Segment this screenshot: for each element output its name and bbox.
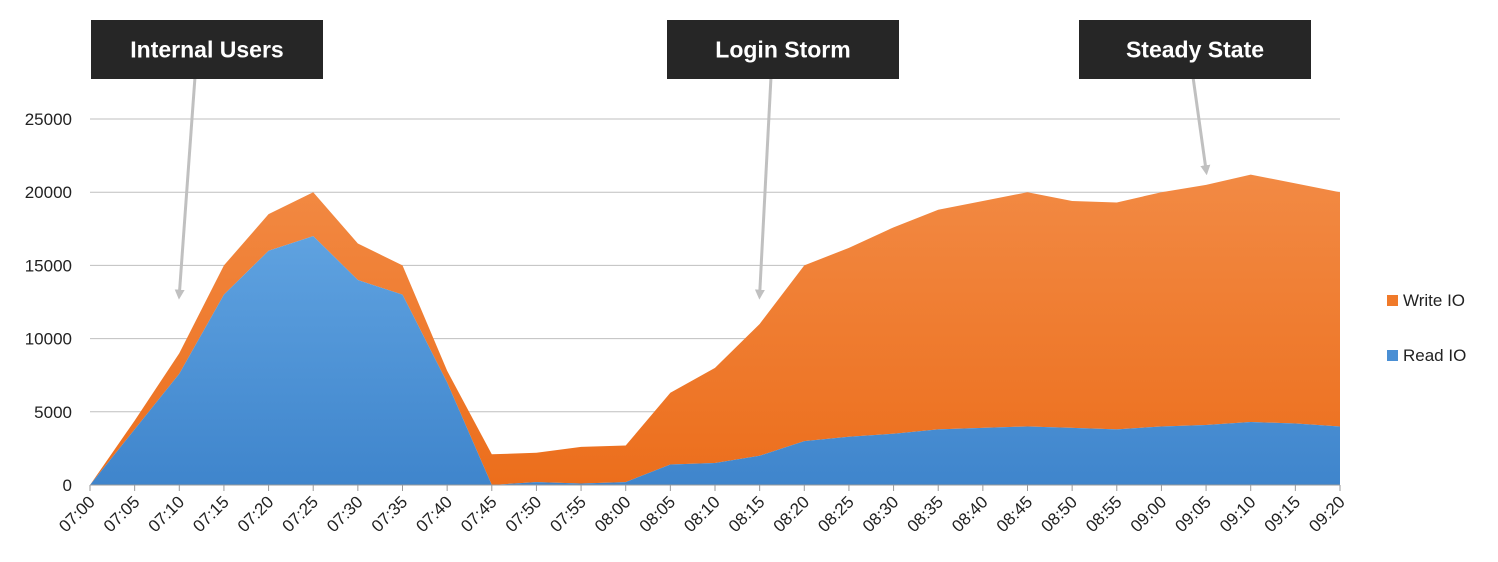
y-tick-label: 15000	[25, 256, 72, 275]
y-tick-labels: 0 5000 10000 15000 20000 25000	[25, 110, 72, 495]
x-tick-label: 08:05	[636, 492, 680, 536]
y-tick-label: 10000	[25, 330, 72, 349]
annotation-arrow	[1191, 76, 1211, 176]
x-tick-label: 07:40	[412, 492, 456, 536]
x-tick-label: 08:20	[770, 492, 814, 536]
legend: Write IO Read IO	[1387, 291, 1466, 365]
series-write-io-area	[90, 174, 1340, 485]
x-tick-label: 08:00	[591, 492, 635, 536]
legend-swatch	[1387, 350, 1398, 361]
legend-swatch	[1387, 295, 1398, 306]
x-tick-label: 08:50	[1037, 492, 1081, 536]
x-tick-label: 09:05	[1171, 492, 1215, 536]
x-tick-label: 07:10	[145, 492, 189, 536]
x-tick-label: 07:15	[189, 492, 233, 536]
y-tick-label: 5000	[34, 403, 72, 422]
x-tick-label: 08:40	[948, 492, 992, 536]
x-tick-label: 08:10	[680, 492, 724, 536]
x-tick-label: 08:25	[814, 492, 858, 536]
annotation-label: Steady State	[1126, 37, 1264, 63]
annotation-box	[91, 20, 323, 79]
x-tick-label: 09:20	[1305, 492, 1349, 536]
annotation-label: Internal Users	[130, 37, 283, 63]
x-tick-label: 07:55	[546, 492, 590, 536]
series-read-io-area	[90, 236, 1340, 485]
annotation-arrow	[754, 76, 773, 300]
x-tick-label: 07:25	[279, 492, 323, 536]
x-tick-label: 08:45	[993, 492, 1037, 536]
x-tick-label: 07:50	[502, 492, 546, 536]
annotations: Internal Users Login Storm Steady State	[91, 20, 1311, 300]
y-tick-label: 20000	[25, 183, 72, 202]
legend-label: Read IO	[1403, 346, 1466, 365]
x-tick-label: 09:10	[1216, 492, 1260, 536]
x-tick-label: 07:20	[234, 492, 278, 536]
areas	[90, 174, 1340, 485]
x-tick-label: 09:15	[1261, 492, 1305, 536]
axes	[89, 484, 1341, 491]
x-tick-label: 07:00	[55, 492, 99, 536]
legend-label: Write IO	[1403, 291, 1465, 310]
x-tick-labels: 07:00 07:05 07:10 07:15 07:20 07:25 07:30 07:35…	[55, 492, 1349, 536]
annotation-box	[667, 20, 899, 79]
annotation-label: Login Storm	[715, 37, 850, 63]
x-tick-label: 07:45	[457, 492, 501, 536]
y-tick-label: 0	[63, 476, 72, 495]
annotation-box	[1079, 20, 1311, 79]
x-tick-label: 08:30	[859, 492, 903, 536]
x-tick-label: 08:15	[725, 492, 769, 536]
x-tick-label: 08:55	[1082, 492, 1126, 536]
y-tick-label: 25000	[25, 110, 72, 129]
x-tick-label: 07:05	[100, 492, 144, 536]
x-tick-label: 08:35	[904, 492, 948, 536]
x-tick-label: 07:30	[323, 492, 367, 536]
annotation-arrow	[174, 76, 197, 300]
x-tick-label: 07:35	[368, 492, 412, 536]
x-tick-label: 09:00	[1127, 492, 1171, 536]
